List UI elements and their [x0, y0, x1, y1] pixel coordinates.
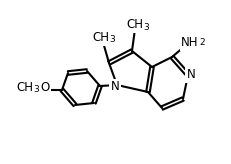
Text: CH: CH: [126, 19, 143, 31]
Text: 3: 3: [109, 35, 114, 44]
Text: NH: NH: [180, 37, 198, 50]
Text: N: N: [186, 69, 195, 82]
Text: O: O: [40, 82, 49, 94]
Text: CH: CH: [92, 31, 109, 44]
Text: N: N: [110, 81, 119, 93]
Text: CH: CH: [16, 82, 33, 94]
Text: 3: 3: [143, 22, 148, 31]
Text: 3: 3: [33, 85, 39, 94]
Text: 2: 2: [198, 39, 204, 48]
